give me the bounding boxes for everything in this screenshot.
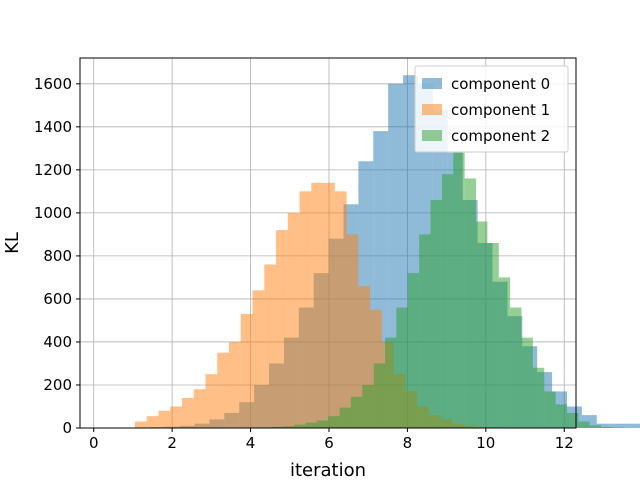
histogram-bar [396,307,408,428]
histogram-bar [385,337,397,428]
histogram-bar [287,212,300,428]
histogram-bar [264,264,277,428]
histogram-bar [453,152,465,428]
histogram-bar [311,182,324,428]
histogram-bar [276,230,288,428]
legend-swatch [422,104,442,115]
histogram-bar [362,384,374,428]
histogram-bar [294,424,306,428]
histogram-bar [626,423,640,428]
y-axis-label: KL [2,232,23,254]
x-tick-label: 0 [89,434,99,452]
legend-swatch [422,78,442,89]
histogram-bar [334,191,347,428]
histogram-bar [339,407,351,428]
histogram-bar [228,341,241,428]
histogram-bar [510,307,522,428]
legend-label: component 1 [451,101,550,119]
histogram-bar [158,410,171,428]
legend-label: component 0 [451,75,550,93]
x-tick-label: 12 [555,434,574,452]
y-tick-label: 0 [62,419,72,437]
histogram-bar [217,352,229,428]
y-tick-label: 1000 [34,204,72,222]
histogram-bar [205,374,218,428]
histogram-bar [146,416,159,428]
histogram-bar [252,290,265,428]
x-tick-label: 8 [403,434,413,452]
histogram-bar [240,313,253,428]
histogram-bar [373,363,386,428]
histogram-bar [544,391,556,428]
histogram-bar [316,420,329,428]
x-tick-label: 10 [476,434,495,452]
histogram-bar [601,426,613,428]
y-tick-label: 600 [43,290,72,308]
x-tick-label: 6 [324,434,334,452]
legend-box [414,65,569,153]
histogram-bar [282,426,295,428]
axis-ticks: 0 2 4 6 8 10 12 0 200 400 600 800 1000 1200 1400 1600 [34,75,574,452]
histogram-bar [487,243,499,428]
y-tick-label: 400 [43,333,72,351]
x-tick-label: 4 [246,434,256,452]
histogram-bar [476,221,488,428]
histogram-bar [350,396,363,428]
legend-swatch [422,130,442,141]
histogram-bar [193,389,206,428]
histogram-bar [596,423,612,428]
histogram-bar [134,421,147,428]
legend: component 0 component 1 component 2 [414,65,569,153]
histogram-bar [555,404,567,428]
y-tick-label: 1400 [34,118,72,136]
histogram-bar [305,422,317,428]
x-tick-label: 2 [167,434,177,452]
histogram-bar [323,182,335,428]
histogram-bar [328,416,340,428]
histogram-bar [498,277,511,428]
legend-label: component 2 [451,127,550,145]
series-2-bars [259,152,624,428]
histogram-bar [611,423,627,428]
histogram-bar [170,406,182,428]
y-tick-label: 200 [43,376,72,394]
plot-frame [79,57,577,429]
y-tick-label: 1600 [34,75,72,93]
histogram-bars [134,75,640,429]
histogram-bar [419,234,431,428]
histogram-bar [589,425,602,428]
histogram-bar [578,421,590,428]
histogram-bar [430,199,442,428]
histogram-bar [407,273,420,428]
histogram-bar [271,426,283,428]
histogram-bar [181,397,194,428]
histogram-bar [532,367,545,428]
histogram-bar [464,178,477,428]
x-axis-label: iteration [290,460,366,480]
histogram-bar [299,191,312,428]
histogram-bar [441,174,454,428]
y-tick-label: 800 [43,247,72,265]
y-tick-label: 1200 [34,161,72,179]
histogram-bar [566,412,579,428]
histogram-bar [346,234,359,428]
histogram-bar [358,286,371,428]
histogram-bar [521,337,533,428]
